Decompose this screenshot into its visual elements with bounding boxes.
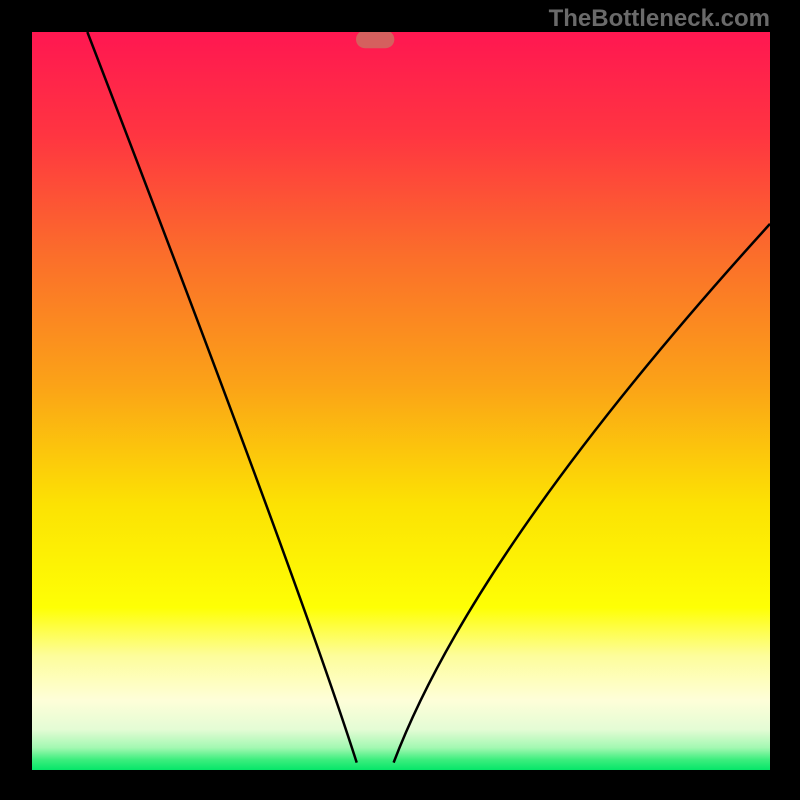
- plot-background: [32, 32, 770, 770]
- chart-frame: TheBottleneck.com: [0, 0, 800, 800]
- sweet-spot-marker: [356, 32, 394, 48]
- watermark-text: TheBottleneck.com: [549, 5, 770, 33]
- bottleneck-plot: [32, 32, 770, 770]
